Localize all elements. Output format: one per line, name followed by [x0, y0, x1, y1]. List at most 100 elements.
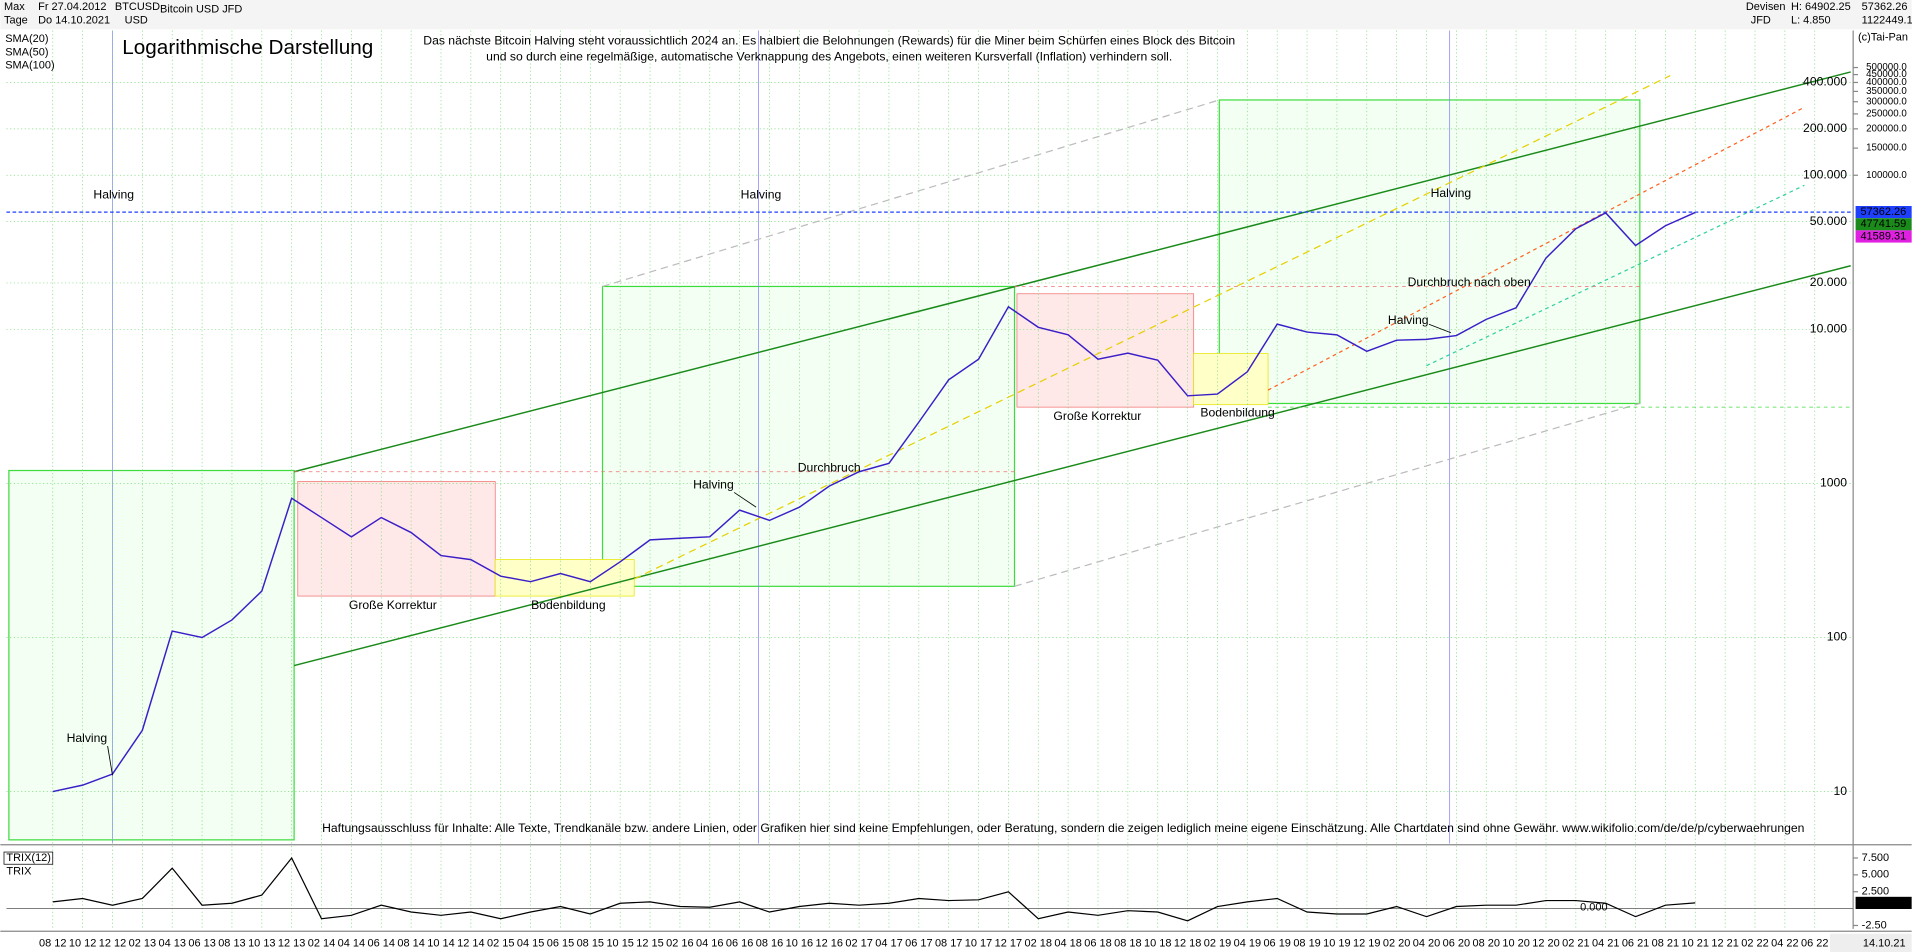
arrow [733, 492, 757, 508]
x-tick-label: 10 15 [606, 937, 633, 949]
trend-line [293, 265, 1851, 667]
annotation: Bodenbildung [1200, 405, 1274, 419]
x-tick-label: 06 20 [1443, 937, 1470, 949]
green-box [601, 285, 1016, 587]
green-box [1218, 99, 1641, 405]
trix-line [52, 856, 1696, 922]
y-tick-label: 350000.0 [1866, 86, 1907, 97]
x-tick-label: 04 13 [158, 937, 185, 949]
x-tick-label: 08 14 [397, 937, 424, 949]
dashed-line [1267, 106, 1805, 391]
x-tick-label: 02 19 [1204, 937, 1231, 949]
y-tick-label: 20.000 [1810, 275, 1847, 289]
trix-tick-label: 2.500 [1862, 886, 1889, 898]
x-tick-label: 12 14 [457, 937, 484, 949]
range[interactable]: Max [4, 1, 25, 13]
yellow-box [1193, 353, 1269, 406]
x-tick-label: 02 18 [1025, 937, 1052, 949]
date-box-label: 14.10.21 [1863, 937, 1906, 949]
annotation: Durchbruch [798, 460, 861, 474]
legend-entry: SMA(50) [5, 46, 48, 58]
x-tick-label: 02 13 [129, 937, 156, 949]
x-tick-label: 10 14 [427, 937, 454, 949]
x-tick-label: 04 18 [1054, 937, 1081, 949]
x-tick-label: 02 14 [308, 937, 335, 949]
date-box [1829, 933, 1912, 952]
annotation: Halving [1388, 313, 1429, 327]
y-tick-label: 10.000 [1810, 322, 1847, 336]
x-tick-label: 10 19 [1323, 937, 1350, 949]
x-tick-label: 10 21 [1682, 937, 1709, 949]
x-tick-label: 04 19 [1234, 937, 1261, 949]
annotation: Bodenbildung [531, 598, 605, 612]
legend-entry: SMA(100) [5, 60, 54, 72]
x-tick-label: 02 17 [845, 937, 872, 949]
y-tick-label: 100000.0 [1866, 170, 1907, 181]
zero-label: 0.000 [1580, 901, 1607, 913]
x-tick-label: 12 16 [816, 937, 843, 949]
y-tick-label: 100.000 [1803, 167, 1847, 181]
x-tick-label: 12 20 [1532, 937, 1559, 949]
y-tick-label: 250000.0 [1866, 108, 1907, 119]
x-tick-label: 02 22 [1741, 937, 1768, 949]
last: 57362.26 [1862, 1, 1908, 13]
trix-current-label: 0.843 [1860, 897, 1887, 909]
x-tick-label: 08 20 [1473, 937, 1500, 949]
y-tick-label: 400000.0 [1866, 77, 1907, 88]
x-tick-label: 08 17 [935, 937, 962, 949]
x-tick-label: 08 15 [577, 937, 604, 949]
price-tag-label: 41589.31 [1860, 230, 1906, 242]
annotation: Große Korrektur [349, 598, 437, 612]
x-tick-label: 02 20 [1383, 937, 1410, 949]
x-tick-label: 06 18 [1084, 937, 1111, 949]
instrument-name: Bitcoin USD JFD [160, 4, 242, 16]
x-tick-label: 10 20 [1502, 937, 1529, 949]
x-tick-label: 02 21 [1562, 937, 1589, 949]
x-tick-label: 04 15 [517, 937, 544, 949]
dashed-line [633, 75, 1671, 580]
x-tick-label: 12 18 [1174, 937, 1201, 949]
trix-current-tag [1855, 896, 1912, 910]
y-tick-label: 450000.0 [1866, 69, 1907, 80]
legend-entry: SMA(20) [5, 33, 48, 45]
period[interactable]: Tage [4, 15, 28, 27]
x-tick-label: 10 16 [786, 937, 813, 949]
annotation: Halving [67, 731, 108, 745]
y-tick-label: 100 [1827, 630, 1848, 644]
x-tick-label: 02 15 [487, 937, 514, 949]
x-tick-label: 04 22 [1771, 937, 1798, 949]
x-tick-label: 12 15 [636, 937, 663, 949]
broker: JFD [1751, 15, 1771, 27]
x-tick-label: 12 21 [1711, 937, 1738, 949]
price-tag [1855, 206, 1912, 219]
x-tick-label: 10 13 [248, 937, 275, 949]
annotation: Halving [741, 187, 782, 201]
y-tick-label: 500000.0 [1866, 62, 1907, 73]
x-tick-label: 04 21 [1592, 937, 1619, 949]
trix-tick-label: -2.50 [1862, 919, 1887, 931]
annotation: Große Korrektur [1053, 409, 1141, 423]
layout-shapes [6, 30, 1854, 929]
market: Devisen [1746, 1, 1786, 13]
x-tick-label: 12 12 [99, 937, 126, 949]
trend-lines [6, 71, 1854, 793]
trix-tick-label: 5.000 [1862, 869, 1889, 881]
notice: und so durch eine regelmäßige, automatis… [486, 50, 1172, 64]
y-tick-label: 400.000 [1803, 75, 1847, 89]
disclaimer: Haftungsausschluss für Inhalte: Alle Tex… [322, 821, 1804, 835]
x-tick-label: 10 18 [1144, 937, 1171, 949]
y-tick-label: 1000 [1820, 476, 1847, 490]
annotation: Halving [693, 477, 734, 491]
arrow [107, 745, 113, 776]
y-tick-label: 200.000 [1803, 121, 1847, 135]
x-tick-label: 06 21 [1622, 937, 1649, 949]
x-tick-label: 06 16 [726, 937, 753, 949]
price-tag [1855, 218, 1912, 231]
x-tick-label: 04 14 [338, 937, 365, 949]
x-tick-label: 06 13 [188, 937, 215, 949]
x-tick-label: 06 15 [547, 937, 574, 949]
x-tick-label: 06 19 [1263, 937, 1290, 949]
price-tag-label: 57362.26 [1860, 206, 1906, 218]
x-tick-label: 06 14 [368, 937, 395, 949]
